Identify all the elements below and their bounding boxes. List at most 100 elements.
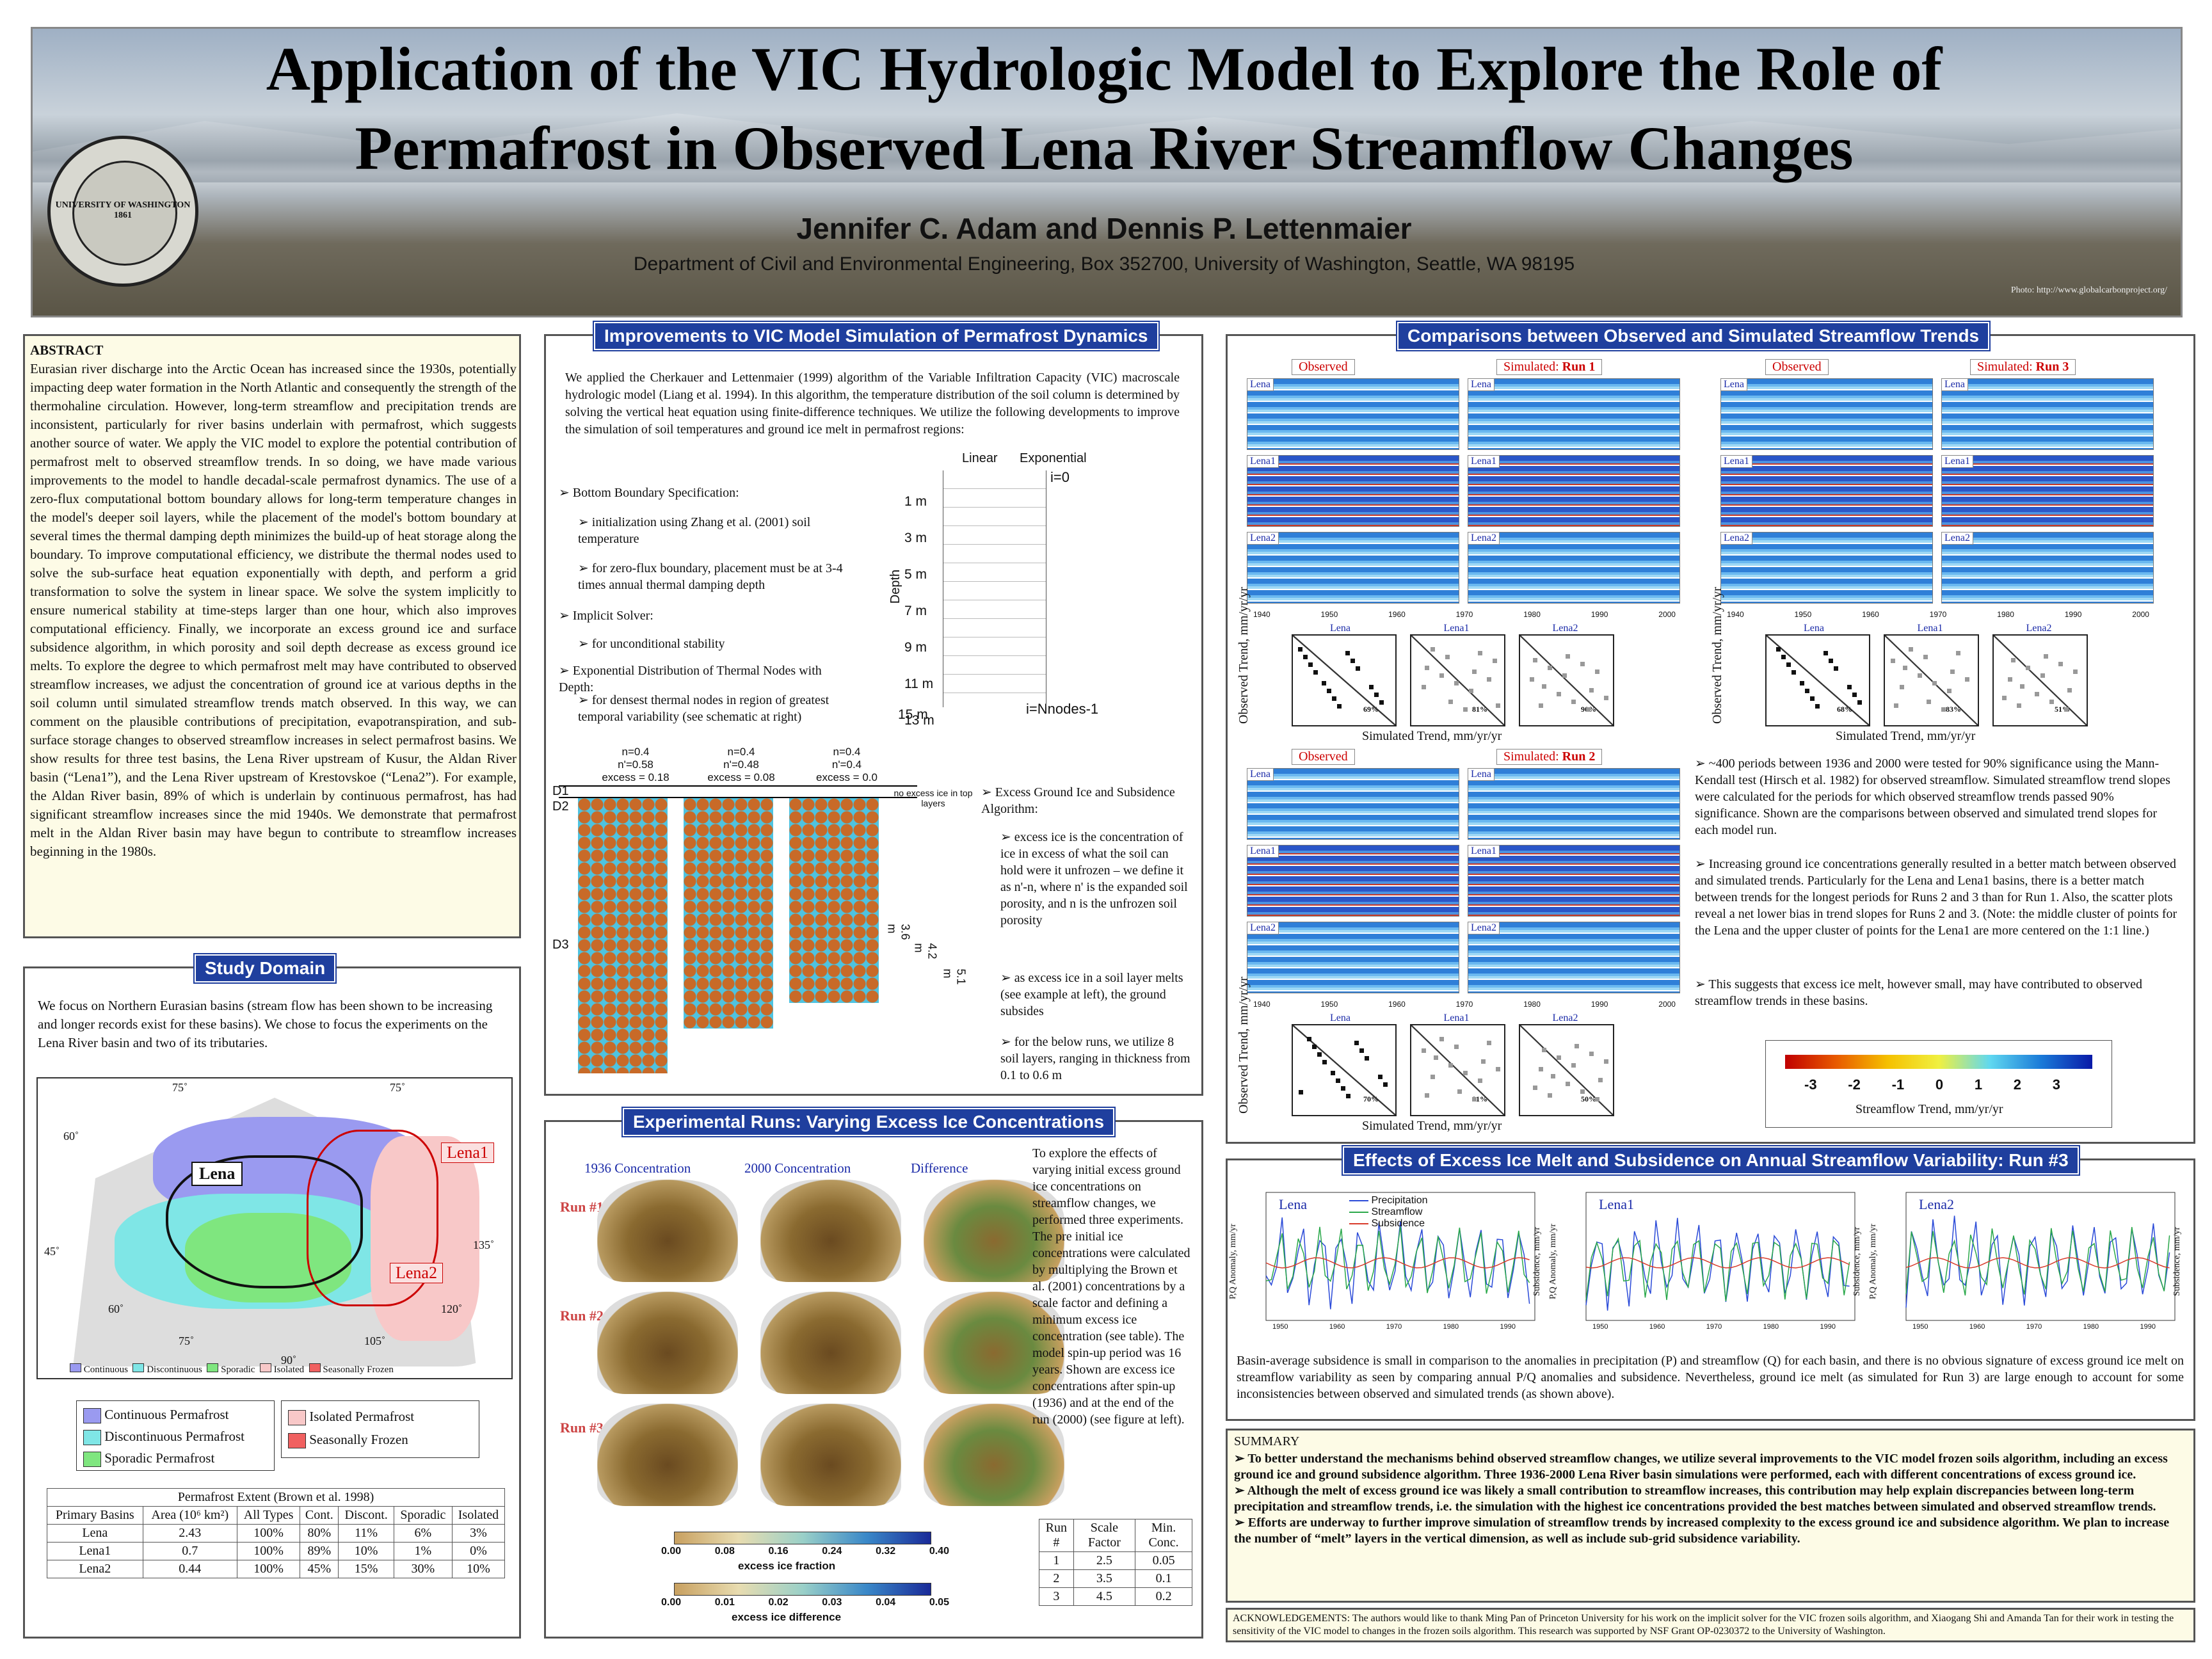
- legend-item: Subsidence: [1371, 1218, 1425, 1229]
- scatter-point: [1308, 662, 1313, 667]
- scatter-point: [1354, 1041, 1359, 1045]
- scatter-point: [1533, 1086, 1537, 1090]
- schematic-grid: [943, 470, 1046, 707]
- year-tick: 1940: [1253, 610, 1270, 619]
- summary-heading: SUMMARY: [1234, 1434, 1300, 1448]
- effects-y2label: Subsidence, mm/yr: [1852, 1226, 1863, 1297]
- title-line-1: Application of the VIC Hydrologic Model …: [266, 35, 1943, 103]
- scatter-point: [1923, 655, 1928, 659]
- scatter-point: [1941, 707, 1946, 712]
- year-tick: 1970: [1706, 1323, 1722, 1331]
- scatter-point: [2073, 669, 2078, 674]
- scatter-title: Lena: [1330, 1013, 1350, 1023]
- improve-bullet: ➢ Implicit Solver:: [559, 609, 653, 623]
- effects-plot: Lena2 P,Q Anomaly, mm/yr Subsidence, mm/yr…: [1868, 1186, 2188, 1340]
- scatter-point: [2020, 684, 2024, 689]
- year-tick: 1990: [1500, 1323, 1516, 1331]
- table-header: Area (10⁶ km²): [142, 1506, 237, 1525]
- year-tick: 1990: [1820, 1323, 1836, 1331]
- scatter-title: Lena1: [1917, 623, 1943, 634]
- cb1-label: excess ice fraction: [738, 1560, 836, 1572]
- scatter-plot: [1519, 1024, 1614, 1116]
- scatter-point: [1454, 1045, 1459, 1049]
- map-label-lena2: Lena2: [390, 1263, 443, 1283]
- summary-item: ➢ Efforts are underway to further improv…: [1234, 1516, 2170, 1546]
- depth-label: 3 m: [904, 531, 927, 545]
- trend-plot: [1468, 378, 1680, 450]
- scatter-plot: [1992, 634, 2088, 726]
- basin-label: Lena: [1468, 378, 1495, 391]
- exp-col-head: 2000 Concentration: [744, 1160, 851, 1176]
- basin-label: Lena2: [1247, 532, 1279, 545]
- tick: 1: [1974, 1077, 1983, 1093]
- basin-label: Lena: [1247, 378, 1274, 391]
- table-cell: 10%: [451, 1560, 506, 1578]
- scatter-title: Lena2: [2026, 623, 2052, 634]
- scatter-point: [1542, 684, 1546, 689]
- scatter-plot: [1519, 634, 1614, 726]
- basin-label: Lena1: [1941, 455, 1973, 468]
- year-tick: 1950: [1592, 1323, 1608, 1331]
- tick: -3: [1804, 1077, 1817, 1093]
- table-cell: 100%: [236, 1524, 301, 1543]
- ice-map: [760, 1292, 901, 1394]
- effects-text: Basin-average subsidence is small in com…: [1237, 1354, 2184, 1401]
- basin-label: Lena2: [1247, 922, 1279, 934]
- table-cell: 80%: [300, 1524, 339, 1543]
- scatter-point: [1823, 651, 1828, 655]
- scatter-point: [2067, 688, 2072, 693]
- effects-plot: Lena1 P,Q Anomaly, mm/yr Subsidence, mm/yr…: [1548, 1186, 1868, 1340]
- run-label: Run #2: [560, 1308, 604, 1324]
- trend-plot: [1247, 455, 1459, 527]
- table-cell: 0%: [451, 1542, 506, 1560]
- scatter-plot: [1410, 634, 1505, 726]
- scatter-point: [1448, 700, 1453, 704]
- scatter-ylabel: Observed Trend, mm/yr/yr: [1237, 587, 1251, 724]
- table-row: 1 2.5 0.05: [1039, 1551, 1192, 1570]
- scatter-point: [1604, 696, 1608, 700]
- tick: 0.00: [661, 1597, 682, 1608]
- table-cell: 2.5: [1073, 1551, 1136, 1570]
- scatter-point: [1539, 1067, 1543, 1071]
- scatter-point: [1379, 700, 1384, 705]
- tick: 0.05: [929, 1597, 949, 1608]
- scatter-point: [1589, 688, 1594, 693]
- depth-label: 11 m: [904, 677, 934, 691]
- effects-years: 1950 1960 1970 1980 1990: [1912, 1323, 2156, 1331]
- sim-prefix: Simulated:: [1503, 749, 1562, 764]
- year-tick: 1980: [1763, 1323, 1779, 1331]
- trend-ticks: -3 -2 -1 0 1 2 3: [1804, 1077, 2060, 1093]
- ice-map: [760, 1404, 901, 1506]
- effects-y2label: Subsidence, mm/yr: [2172, 1226, 2183, 1297]
- scatter-point: [2017, 703, 2021, 708]
- scatter-title: Lena1: [1443, 1013, 1470, 1023]
- tick: 0.40: [929, 1546, 949, 1557]
- tick: 2: [2013, 1077, 2022, 1093]
- trend-plot: [1247, 532, 1459, 604]
- improve-bullet: ➢ initialization using Zhang et al. (200…: [578, 515, 811, 546]
- ice-map: [597, 1404, 738, 1506]
- summary-item: ➢ Although the melt of excess ground ice…: [1234, 1484, 2156, 1514]
- scatter-point: [1586, 707, 1591, 712]
- trend-plot: [1720, 455, 1933, 527]
- authors: Jennifer C. Adam and Dennis P. Lettenmai…: [796, 212, 1412, 245]
- table-header: Cont.: [300, 1506, 339, 1525]
- map-lon-label: 135˚: [473, 1238, 494, 1251]
- trend-colorbar-label: Streamflow Trend, mm/yr/yr: [1855, 1102, 2003, 1116]
- basin-label: Lena1: [1247, 845, 1279, 858]
- scatter-point: [1336, 1078, 1340, 1083]
- tick: 0.02: [768, 1597, 789, 1608]
- year-tick: 1960: [1388, 1000, 1406, 1009]
- abstract-text: Eurasian river discharge into the Arctic…: [30, 361, 517, 859]
- scatter-point: [1425, 1093, 1429, 1098]
- trend-plot: [1247, 378, 1459, 450]
- scatter-point: [1487, 677, 1491, 682]
- table-header: Sporadic: [393, 1506, 453, 1525]
- scatter-point: [1307, 1037, 1311, 1041]
- year-tick: 1980: [2083, 1323, 2099, 1331]
- department: Department of Civil and Environmental En…: [633, 253, 1575, 275]
- effects-ylabel: P,Q Anomaly, mm/yr: [1548, 1223, 1559, 1300]
- scatter-point: [1950, 669, 1955, 674]
- scatter-xlabel: Simulated Trend, mm/yr/yr: [1836, 729, 1976, 743]
- scatter-point: [1533, 658, 1537, 662]
